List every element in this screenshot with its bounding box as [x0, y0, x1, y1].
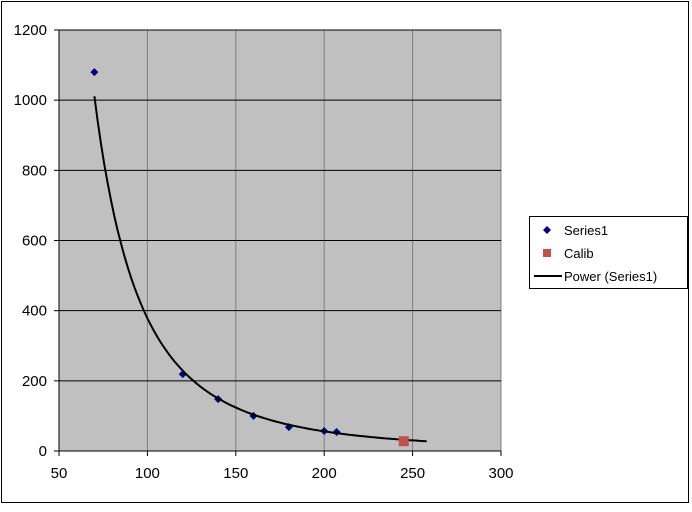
x-tick-label: 150: [223, 465, 248, 482]
y-tick-label: 600: [22, 233, 47, 250]
y-tick-label: 400: [22, 303, 47, 320]
y-tick-label: 800: [22, 162, 47, 179]
line-icon: [530, 274, 564, 278]
x-tick-label: 50: [51, 465, 68, 482]
calib-point: [398, 436, 409, 447]
y-tick-label: 1000: [14, 92, 47, 109]
y-tick-label: 0: [39, 443, 47, 460]
legend-label: Series1: [564, 222, 609, 238]
legend-item-calib: Calib: [530, 243, 594, 263]
x-tick-label: 250: [400, 465, 425, 482]
diamond-marker-icon: [530, 225, 564, 235]
series1-point: [90, 68, 99, 77]
y-tick-label: 200: [22, 373, 47, 390]
x-tick-label: 100: [135, 465, 160, 482]
square-marker-icon: [530, 248, 564, 258]
legend-label: Power (Series1): [564, 268, 658, 284]
x-tick-label: 200: [312, 465, 337, 482]
legend-item-power-trendline: Power (Series1): [530, 266, 657, 286]
y-tick-label: 1200: [14, 22, 47, 39]
chart-area: [1, 1, 689, 503]
x-tick-label: 300: [488, 465, 513, 482]
legend-item-series1: Series1: [530, 220, 608, 240]
legend-label: Calib: [564, 245, 594, 261]
legend: Series1 Calib Power (Series1): [529, 216, 688, 289]
power-trendline: [93, 96, 427, 443]
